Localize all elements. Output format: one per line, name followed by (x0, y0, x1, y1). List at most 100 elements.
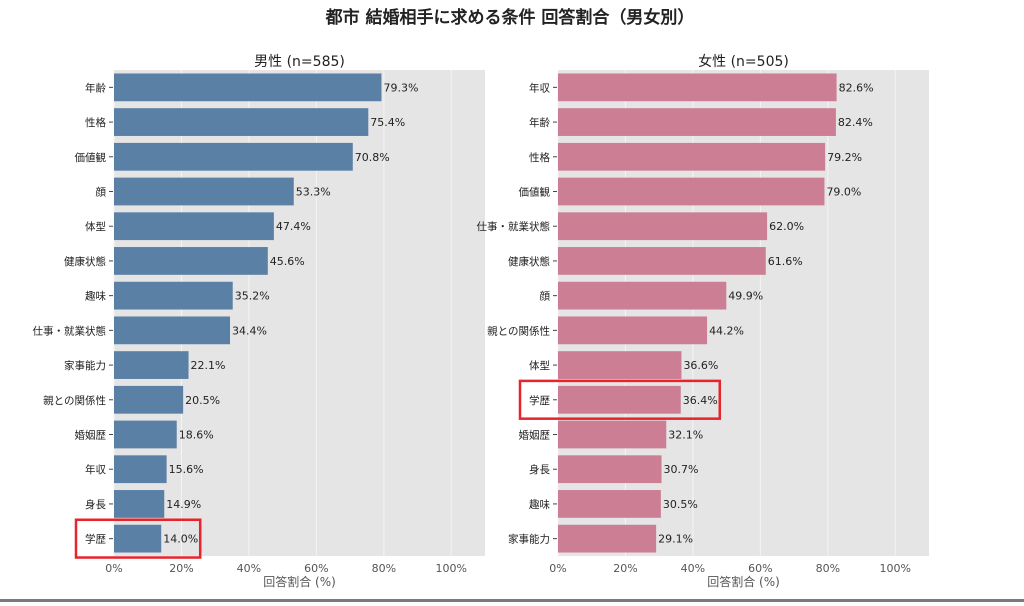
female-bar (558, 108, 836, 136)
female-category-label: 仕事・就業状態 (477, 220, 551, 233)
female-category-label: 性格 (529, 151, 550, 164)
female-bar (558, 316, 708, 345)
female-value-label: 79.0% (826, 186, 861, 199)
female-x-tick-label: 80% (816, 562, 840, 575)
female-panel-title: 女性 (n=505) (698, 53, 789, 70)
female-category-label: 家事能力 (508, 533, 550, 546)
female-value-label: 44.2% (709, 324, 744, 337)
male-bar (114, 420, 177, 449)
female-value-label: 30.5% (663, 498, 698, 511)
male-category-label: 年収 (85, 463, 106, 476)
male-category-label: 親との関係性 (43, 394, 106, 407)
male-x-axis-label: 回答割合 (%) (263, 574, 336, 589)
male-bar (114, 142, 353, 171)
male-category-label: 身長 (85, 498, 106, 511)
male-value-label: 14.9% (166, 498, 201, 511)
female-category-label: 身長 (529, 463, 550, 476)
male-value-label: 75.4% (370, 116, 405, 129)
female-category-label: 体型 (529, 359, 550, 372)
male-highlight-box (74, 518, 202, 559)
female-bar (558, 420, 667, 449)
female-x-tick-label: 60% (748, 562, 772, 575)
male-value-label: 20.5% (185, 394, 220, 407)
male-category-label: 価値観 (75, 151, 107, 164)
female-bar (558, 524, 657, 553)
male-value-label: 79.3% (383, 81, 418, 94)
male-bar (114, 212, 274, 241)
female-bar (558, 351, 682, 379)
male-value-label: 45.6% (270, 255, 305, 268)
male-bar (114, 351, 189, 379)
female-highlight-box (518, 379, 722, 420)
female-bar (558, 73, 837, 102)
male-bar (114, 247, 268, 275)
male-value-label: 47.4% (276, 220, 311, 233)
male-category-label: 年齢 (85, 81, 106, 94)
male-bar (114, 455, 167, 484)
female-category-label: 年齢 (529, 116, 550, 129)
female-value-label: 32.1% (668, 429, 703, 442)
male-value-label: 22.1% (191, 359, 226, 372)
male-bar (114, 281, 233, 310)
male-x-tick-label: 60% (304, 562, 328, 575)
male-value-label: 14.0% (163, 533, 198, 546)
female-category-label: 趣味 (529, 498, 550, 511)
male-value-label: 53.3% (296, 186, 331, 199)
female-x-axis-label: 回答割合 (%) (707, 574, 780, 589)
female-bar (558, 212, 768, 241)
male-bar (114, 108, 369, 136)
chart-title: 都市 結婚相手に求める条件 回答割合（男女別） (325, 7, 695, 28)
female-value-label: 30.7% (664, 463, 699, 476)
male-x-tick-label: 40% (237, 562, 261, 575)
female-bar (558, 281, 727, 310)
male-category-label: 体型 (85, 220, 106, 233)
female-category-label: 健康状態 (508, 255, 550, 268)
male-value-label: 34.4% (232, 324, 267, 337)
male-value-label: 15.6% (169, 463, 204, 476)
male-category-label: 性格 (85, 116, 106, 129)
female-value-label: 36.4% (683, 394, 718, 407)
male-category-label: 家事能力 (64, 359, 106, 372)
female-value-label: 36.6% (683, 359, 718, 372)
female-bar (558, 142, 826, 171)
male-bar (114, 385, 184, 414)
female-category-label: 価値観 (519, 186, 551, 199)
female-category-label: 年収 (529, 81, 550, 94)
female-bar (558, 247, 766, 275)
female-value-label: 82.6% (839, 81, 874, 94)
female-category-label: 顔 (540, 290, 551, 303)
female-category-label: 親との関係性 (487, 324, 550, 337)
male-category-label: 仕事・就業状態 (33, 324, 107, 337)
window-bottom-edge (0, 599, 1024, 602)
male-bar (114, 490, 165, 518)
male-x-tick-label: 0% (105, 562, 122, 575)
female-bar (558, 177, 825, 206)
male-panel-title: 男性 (n=585) (254, 54, 345, 70)
female-value-label: 62.0% (769, 220, 804, 233)
female-value-label: 79.2% (827, 151, 862, 164)
female-value-label: 29.1% (658, 533, 693, 546)
female-value-label: 61.6% (768, 255, 803, 268)
male-bar (114, 524, 162, 553)
female-category-label: 婚姻歴 (519, 429, 551, 442)
female-x-tick-label: 0% (549, 562, 566, 575)
male-value-label: 18.6% (179, 429, 214, 442)
male-category-label: 顔 (96, 186, 107, 199)
male-x-tick-label: 100% (436, 562, 467, 575)
female-bar (558, 455, 662, 484)
male-category-label: 健康状態 (64, 255, 106, 268)
female-x-tick-label: 40% (681, 562, 705, 575)
male-value-label: 35.2% (235, 290, 270, 303)
male-x-tick-label: 80% (372, 562, 396, 575)
male-category-label: 婚姻歴 (75, 429, 107, 442)
female-value-label: 49.9% (728, 290, 763, 303)
female-x-tick-label: 20% (613, 562, 637, 575)
male-bar (114, 177, 294, 206)
male-bar (114, 73, 382, 102)
male-category-label: 学歴 (85, 533, 106, 546)
female-x-tick-label: 100% (880, 562, 911, 575)
male-bar (114, 316, 231, 345)
female-bar (558, 490, 661, 518)
